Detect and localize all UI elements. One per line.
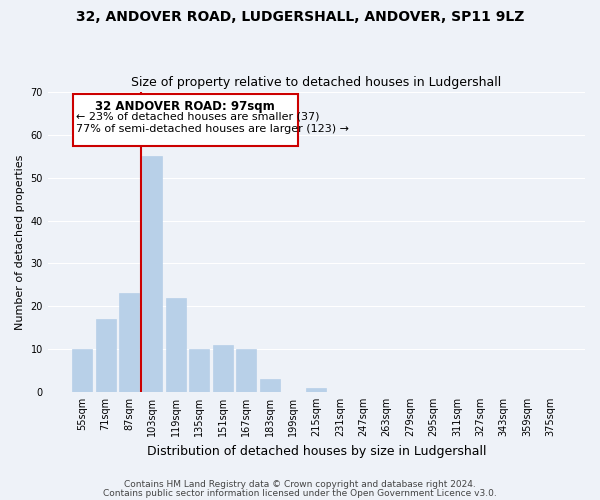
Text: Contains public sector information licensed under the Open Government Licence v3: Contains public sector information licen… <box>103 488 497 498</box>
X-axis label: Distribution of detached houses by size in Ludgershall: Distribution of detached houses by size … <box>146 444 486 458</box>
FancyBboxPatch shape <box>73 94 298 146</box>
Text: 32, ANDOVER ROAD, LUDGERSHALL, ANDOVER, SP11 9LZ: 32, ANDOVER ROAD, LUDGERSHALL, ANDOVER, … <box>76 10 524 24</box>
Text: 77% of semi-detached houses are larger (123) →: 77% of semi-detached houses are larger (… <box>76 124 349 134</box>
Bar <box>190 349 209 392</box>
Bar <box>213 345 233 392</box>
Bar <box>166 298 186 392</box>
Bar <box>142 156 163 392</box>
Bar <box>95 319 116 392</box>
Bar <box>260 379 280 392</box>
Bar <box>307 388 326 392</box>
Title: Size of property relative to detached houses in Ludgershall: Size of property relative to detached ho… <box>131 76 502 90</box>
Text: 32 ANDOVER ROAD: 97sqm: 32 ANDOVER ROAD: 97sqm <box>95 100 275 113</box>
Y-axis label: Number of detached properties: Number of detached properties <box>15 154 25 330</box>
Bar <box>236 349 256 392</box>
Bar <box>72 349 92 392</box>
Text: Contains HM Land Registry data © Crown copyright and database right 2024.: Contains HM Land Registry data © Crown c… <box>124 480 476 489</box>
Bar <box>119 294 139 392</box>
Text: ← 23% of detached houses are smaller (37): ← 23% of detached houses are smaller (37… <box>76 112 320 122</box>
